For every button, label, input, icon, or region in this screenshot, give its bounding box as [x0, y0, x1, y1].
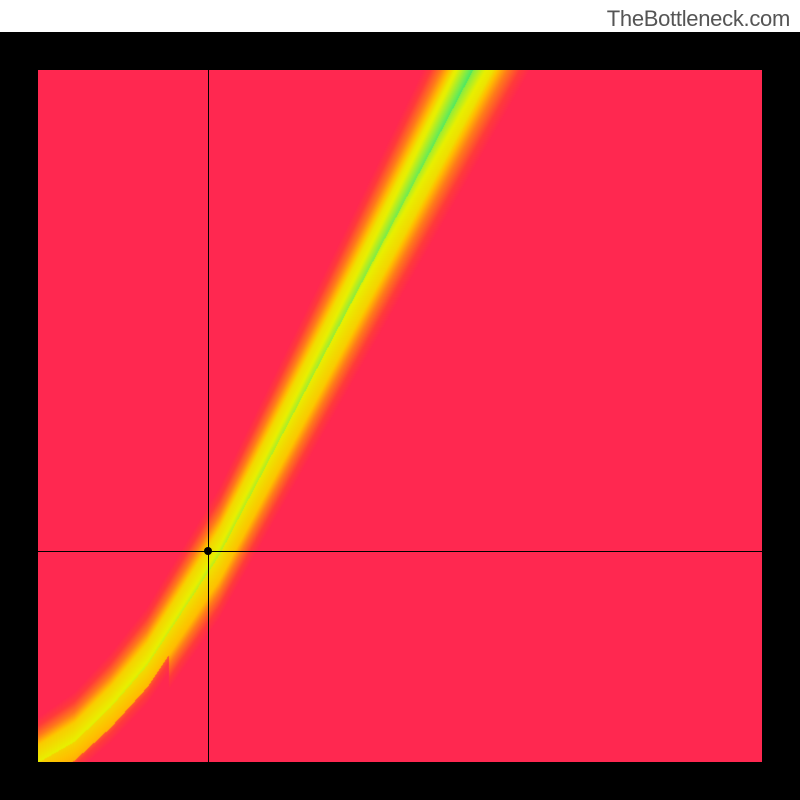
crosshair-marker [204, 547, 212, 555]
outer-border [0, 32, 800, 800]
crosshair-vertical [208, 70, 209, 762]
plot-area [38, 70, 762, 762]
watermark-text: TheBottleneck.com [607, 6, 790, 32]
root: TheBottleneck.com [0, 0, 800, 800]
heatmap-canvas [38, 70, 762, 762]
crosshair-horizontal [38, 551, 762, 552]
